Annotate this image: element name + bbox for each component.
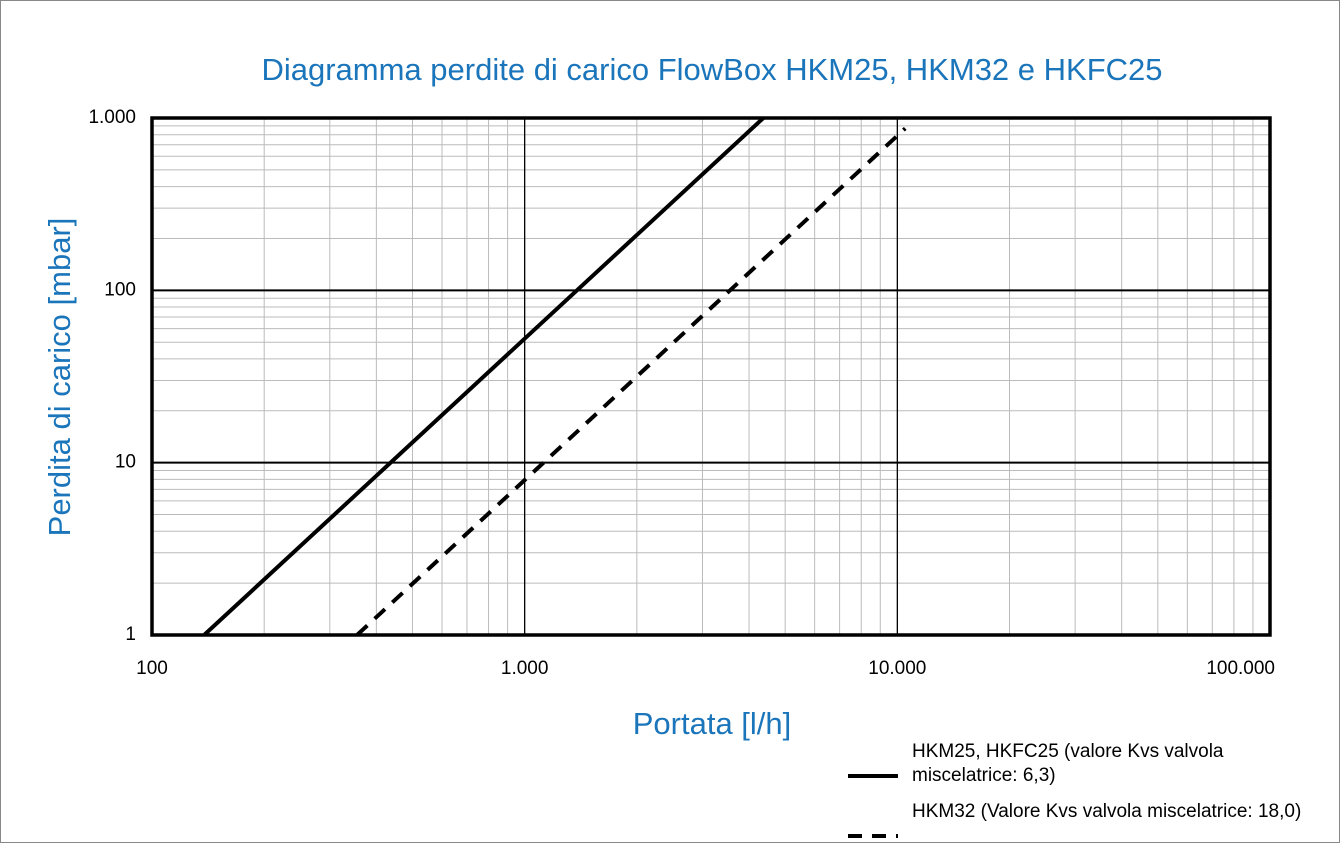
y-axis-label: Perdita di carico [mbar] xyxy=(42,218,77,537)
chart-title: Diagramma perdite di carico FlowBox HKM2… xyxy=(261,52,1162,87)
plot-border xyxy=(150,116,1272,637)
y-tick-label: 1 xyxy=(125,624,136,645)
y-tick-label: 1.000 xyxy=(88,107,136,128)
y-tick-label: 10 xyxy=(115,452,136,473)
y-tick-label: 100 xyxy=(104,279,136,300)
legend-label: HKM25, HKFC25 (valore Kvs valvola miscel… xyxy=(912,741,1224,786)
x-axis-label: Portata [l/h] xyxy=(633,706,792,741)
legend-label: HKM32 (Valore Kvs valvola miscelatrice: … xyxy=(912,801,1302,822)
x-tick-label: 1.000 xyxy=(501,658,549,679)
series-line xyxy=(202,118,765,635)
series-line xyxy=(355,126,907,635)
x-tick-label: 100.000 xyxy=(1206,658,1275,679)
x-tick-label: 10.000 xyxy=(868,658,926,679)
x-tick-label: 100 xyxy=(136,658,168,679)
